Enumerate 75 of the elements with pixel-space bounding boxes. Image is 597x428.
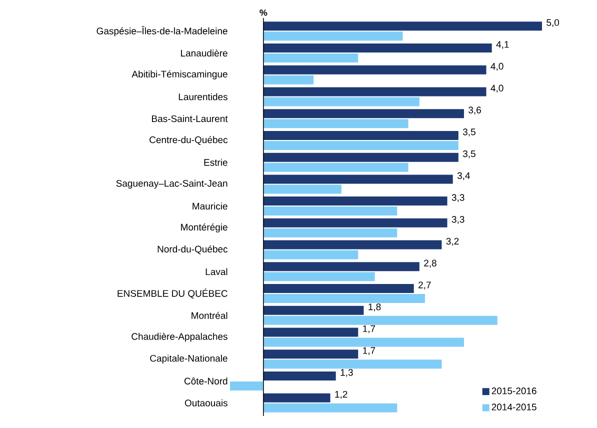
y-tick-label: Côte-Nord [184,378,228,385]
data-label: 4,0 [490,84,504,93]
y-tick-label: Lanaudière [181,49,228,57]
data-label: 3,5 [462,150,476,158]
y-tick-label: Laurentides [178,93,228,100]
bar [263,218,448,228]
legend-label: 2014-2015 [492,404,536,410]
data-label: 2,8 [424,260,436,268]
y-tick-label: Montréal [192,312,228,319]
data-label: 1,7 [363,325,376,334]
bar [263,294,425,304]
bar [263,338,464,347]
y-tick-label: Centre-du-Québec [150,136,228,145]
data-label: 4,0 [490,62,504,71]
data-label: 4,1 [496,41,509,49]
bar [263,228,398,238]
bar [263,250,358,260]
data-label: 3,5 [462,128,476,136]
bar [263,87,486,96]
bar [263,65,486,74]
bar [263,162,408,172]
data-label: 1,3 [340,369,353,377]
bar [263,393,330,402]
data-label: 2,7 [418,282,431,290]
data-label: 5,0 [546,19,560,28]
y-tick-label: Abitibi-Témiscamingue [132,70,228,80]
y-tick-label: Outaouais [184,399,228,406]
bar [263,272,375,282]
bar [263,316,498,325]
data-label: 3,4 [457,172,470,180]
y-tick-label: Saguenay–Lac-Saint-Jean [116,180,228,189]
data-label: 1,8 [368,303,381,312]
bar [263,240,442,250]
bar [263,174,453,184]
bar [263,75,314,84]
y-tick-label: Capitale-Nationale [150,354,228,364]
bar [263,43,492,52]
data-label: 1,2 [335,390,348,399]
y-tick-label: Estrie [204,158,228,166]
bar [263,350,358,359]
data-label: 3,3 [452,194,464,202]
data-label: 3,6 [468,106,481,115]
bar [263,284,414,294]
bar [263,360,442,369]
y-tick-label: ENSEMBLE DU QUÉBEC [118,288,228,299]
bar [263,53,358,62]
bar [263,109,464,118]
data-label: 3,3 [452,216,464,224]
y-tick-label: Nord-du-Québec [158,245,228,254]
bar [263,206,398,216]
bar [263,262,420,272]
bar [263,97,420,106]
bar [263,119,408,128]
bar [263,130,458,140]
bar [263,403,398,412]
y-tick-label: Gaspésie–Îles-de-la-Madeleine [96,26,228,36]
legend-label: 2015-2016 [492,388,536,394]
x-axis-title: % [260,9,268,16]
bar [263,328,358,337]
y-tick-label: Chaudière-Appalaches [132,332,228,342]
y-tick-label: Laval [206,268,228,276]
bar [263,140,458,150]
bar [230,382,264,390]
data-label: 3,2 [446,238,459,246]
bar [263,306,364,315]
y-tick-label: Bas-Saint-Laurent [152,115,228,122]
y-tick-label: Mauricie [192,202,228,210]
bar [263,184,342,194]
y-tick-label: Montérégie [181,223,228,232]
data-label: 1,7 [363,347,376,356]
bar [263,22,542,31]
bar [263,152,458,162]
bar [263,372,336,380]
bar [263,196,448,206]
bar [263,32,403,41]
